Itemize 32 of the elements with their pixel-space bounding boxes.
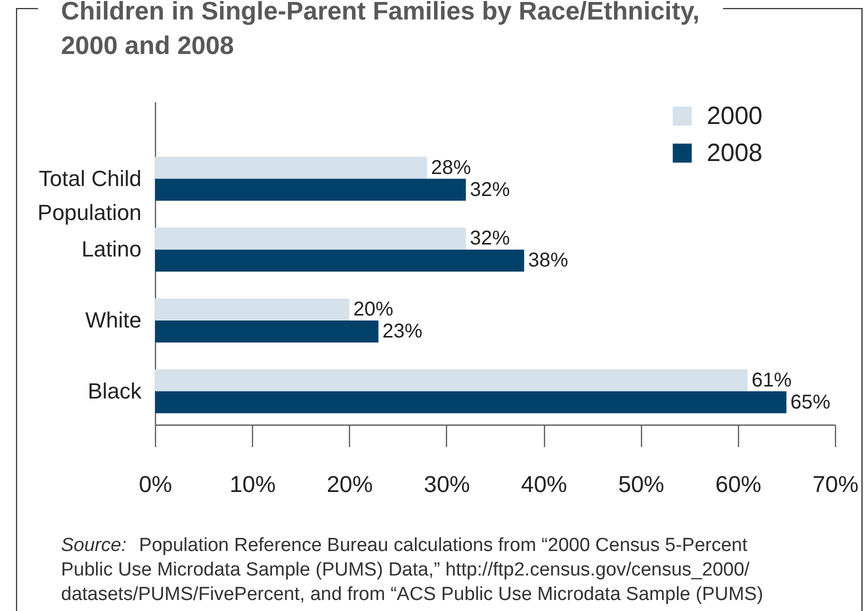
- bar: [155, 156, 427, 179]
- legend-label: 2008: [706, 139, 762, 168]
- x-tick-label: 0%: [138, 471, 172, 498]
- source-note: Source: Population Reference Bureau calculations from “2000 Census 5-Percent Public Use Microdata Sample (PUMS) Data,” http://ftp2.census.gov/census_2000/datasets/PUMS/FivePercent, and from “ACS Public Use Microdata Sample (PUMS): [61, 535, 764, 605]
- chart-title: Children in Single-Parent Families by Race/Ethnicity, 2000 and 2008: [61, 0, 700, 60]
- bar: [155, 250, 524, 272]
- x-tick-label: 10%: [230, 471, 276, 498]
- x-tick-label: 70%: [812, 471, 859, 498]
- data-label: 38%: [528, 250, 568, 272]
- bar: [155, 320, 378, 342]
- y-tick-label: Total Child Population: [38, 166, 142, 225]
- y-tick-label: White: [85, 307, 142, 332]
- x-tick-label: 40%: [521, 471, 568, 498]
- x-tick-label: 20%: [326, 471, 373, 498]
- data-label: 32%: [470, 178, 510, 201]
- bar: [155, 178, 466, 201]
- x-tick-label: 60%: [715, 471, 762, 498]
- data-label: 32%: [470, 228, 510, 250]
- y-tick-label: Black: [88, 378, 142, 404]
- bar: [155, 228, 466, 250]
- bar: [155, 391, 786, 414]
- data-label: 23%: [382, 320, 423, 342]
- data-label: 61%: [752, 369, 792, 392]
- x-tick-label: 30%: [424, 471, 470, 498]
- bar: [155, 298, 350, 320]
- bar: [155, 369, 748, 392]
- y-tick-label: Latino: [82, 236, 142, 262]
- data-label: 28%: [431, 156, 472, 179]
- legend-label: 2000: [706, 102, 762, 130]
- data-label: 20%: [353, 298, 394, 320]
- data-label: 65%: [790, 391, 831, 414]
- x-tick-label: 50%: [618, 471, 664, 498]
